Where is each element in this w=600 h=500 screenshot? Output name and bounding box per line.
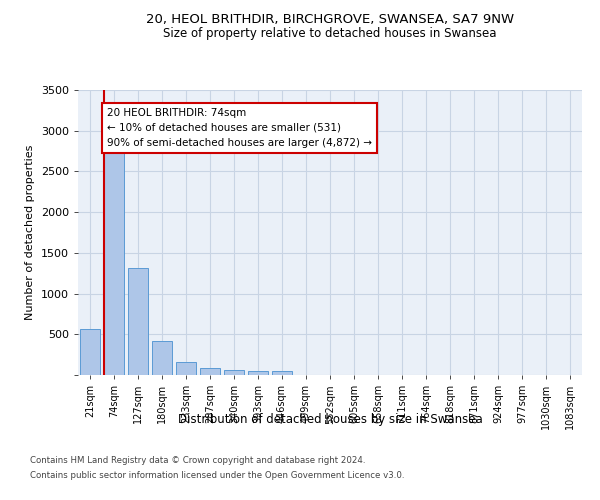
Y-axis label: Number of detached properties: Number of detached properties [25,145,35,320]
Text: 20, HEOL BRITHDIR, BIRCHGROVE, SWANSEA, SA7 9NW: 20, HEOL BRITHDIR, BIRCHGROVE, SWANSEA, … [146,12,514,26]
Bar [224,370,244,375]
Bar [104,139,124,375]
Text: Contains public sector information licensed under the Open Government Licence v3: Contains public sector information licen… [30,471,404,480]
Bar [272,372,292,375]
Bar [248,371,268,375]
Text: Size of property relative to detached houses in Swansea: Size of property relative to detached ho… [163,28,497,40]
Bar [200,368,220,375]
Bar [152,341,172,375]
Text: 20 HEOL BRITHDIR: 74sqm
← 10% of detached houses are smaller (531)
90% of semi-d: 20 HEOL BRITHDIR: 74sqm ← 10% of detache… [107,108,372,148]
Text: Distribution of detached houses by size in Swansea: Distribution of detached houses by size … [178,412,482,426]
Bar [176,362,196,375]
Text: Contains HM Land Registry data © Crown copyright and database right 2024.: Contains HM Land Registry data © Crown c… [30,456,365,465]
Bar [80,330,100,375]
Bar [128,268,148,375]
